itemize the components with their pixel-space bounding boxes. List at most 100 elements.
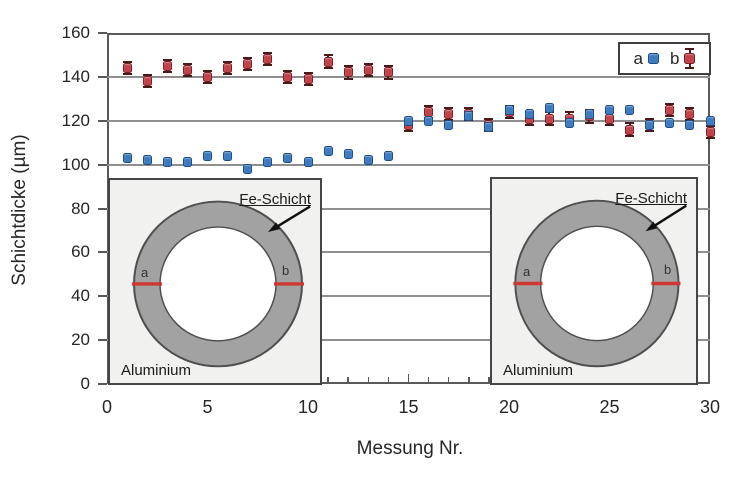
error-cap-top-b-12 [343, 65, 353, 68]
data-point-b-14 [383, 67, 393, 78]
fe-schicht-label: Fe-Schicht [615, 190, 687, 207]
data-point-b-10 [303, 74, 313, 85]
gridline-y-100 [107, 163, 710, 166]
y-axis-tick-100 [98, 163, 107, 166]
y-axis-tick-140 [98, 75, 107, 78]
x-tick-label-10: 10 [297, 397, 319, 417]
error-cap-bottom-b-2 [142, 86, 152, 89]
fe-schicht-arrowhead [645, 221, 658, 232]
data-point-a-20 [504, 104, 514, 115]
x-axis-tick-19 [488, 377, 490, 382]
data-point-b-4 [182, 65, 192, 76]
data-point-a-29 [685, 120, 695, 131]
data-point-b-22 [544, 113, 554, 124]
error-cap-bottom-b-11 [323, 66, 333, 69]
x-axis-tick-14 [387, 377, 390, 382]
y-tick-label-100: 100 [61, 154, 90, 174]
data-point-a-22 [544, 102, 554, 113]
error-cap-bottom-b-21 [524, 123, 534, 126]
error-cap-bottom-b-28 [665, 114, 675, 117]
gridline-y-140 [107, 75, 710, 78]
ring-diagram-svg [132, 200, 311, 368]
x-axis-tick-12 [347, 377, 349, 382]
data-point-a-8 [263, 157, 273, 168]
y-tick-label-120: 120 [61, 110, 90, 130]
data-point-a-30 [705, 115, 715, 126]
error-cap-bottom-b-24 [584, 121, 594, 124]
mark-a-label: a [523, 264, 531, 279]
y-axis-tick-120 [98, 119, 107, 122]
legend-swatch-b [684, 48, 696, 69]
error-cap-top-b-2 [142, 74, 152, 77]
fe-schicht-arrow [654, 204, 687, 227]
data-point-b-26 [625, 124, 635, 135]
data-point-b-12 [343, 67, 353, 78]
error-cap-top-b-3 [162, 58, 172, 61]
legend-swatch-a [648, 53, 659, 64]
x-tick-label-25: 25 [599, 397, 620, 417]
x-axis-tick-16 [427, 377, 430, 382]
error-cap-bottom-b-7 [243, 68, 253, 71]
data-point-b-1 [122, 63, 132, 74]
data-point-a-6 [223, 150, 233, 161]
error-cap-bottom-b-9 [283, 82, 293, 85]
y-tick-label-0: 0 [80, 374, 90, 393]
mark-a-label: a [141, 265, 149, 280]
error-cap-top-b-13 [363, 63, 373, 66]
error-cap-top-b-11 [323, 54, 333, 57]
error-cap-top-b-29 [685, 107, 695, 110]
y-axis-tick-20 [98, 339, 107, 342]
data-point-a-21 [524, 109, 534, 120]
data-point-b-29 [685, 109, 695, 120]
x-axis-title: Messung Nr. [356, 438, 464, 459]
data-point-a-18 [464, 111, 474, 122]
data-point-b-13 [363, 65, 373, 76]
legend-errorbar-cap-top [685, 48, 695, 50]
data-point-a-3 [162, 157, 172, 168]
y-tick-label-60: 60 [71, 242, 90, 262]
y-tick-label-160: 160 [61, 23, 90, 42]
data-point-a-12 [343, 148, 353, 159]
data-point-b-8 [263, 54, 273, 65]
x-axis-tick-18 [468, 377, 470, 382]
data-point-b-2 [142, 76, 152, 87]
data-point-b-28 [665, 104, 675, 115]
gridline-y-20 [107, 339, 710, 342]
mark-b-label: b [664, 262, 672, 277]
y-tick-label-40: 40 [71, 286, 90, 306]
error-cap-top-b-26 [625, 122, 635, 125]
data-point-b-3 [162, 60, 172, 71]
error-cap-bottom-b-4 [182, 75, 192, 78]
data-point-a-10 [303, 157, 313, 168]
error-cap-top-b-27 [645, 117, 655, 120]
gridline-y-60 [107, 251, 710, 254]
error-cap-bottom-b-30 [705, 136, 715, 139]
error-cap-top-b-10 [303, 71, 313, 74]
error-cap-top-b-8 [263, 52, 273, 55]
x-tick-label-15: 15 [398, 397, 419, 417]
error-cap-top-b-23 [564, 111, 574, 114]
data-point-b-30 [705, 126, 715, 137]
data-point-a-19 [484, 122, 494, 133]
legend-item-b: b [670, 48, 696, 69]
data-point-a-17 [444, 120, 454, 131]
x-tick-label-20: 20 [498, 397, 520, 417]
legend-errorbar-cap-bottom [685, 67, 695, 69]
error-cap-bottom-b-20 [504, 117, 514, 120]
error-cap-top-b-7 [243, 56, 253, 59]
y-tick-label-20: 20 [71, 330, 90, 350]
x-axis-tick-17 [447, 377, 450, 382]
data-point-a-26 [625, 104, 635, 115]
error-cap-bottom-b-1 [122, 73, 132, 76]
error-cap-bottom-b-13 [363, 75, 373, 78]
y-axis-tick-0 [98, 383, 107, 385]
data-point-a-13 [363, 155, 373, 166]
error-cap-top-b-28 [665, 102, 675, 105]
data-point-b-7 [243, 58, 253, 69]
error-cap-bottom-b-14 [383, 77, 393, 80]
data-point-a-28 [665, 117, 675, 128]
legend-label-b: b [670, 49, 680, 68]
x-tick-label-0: 0 [101, 397, 112, 417]
